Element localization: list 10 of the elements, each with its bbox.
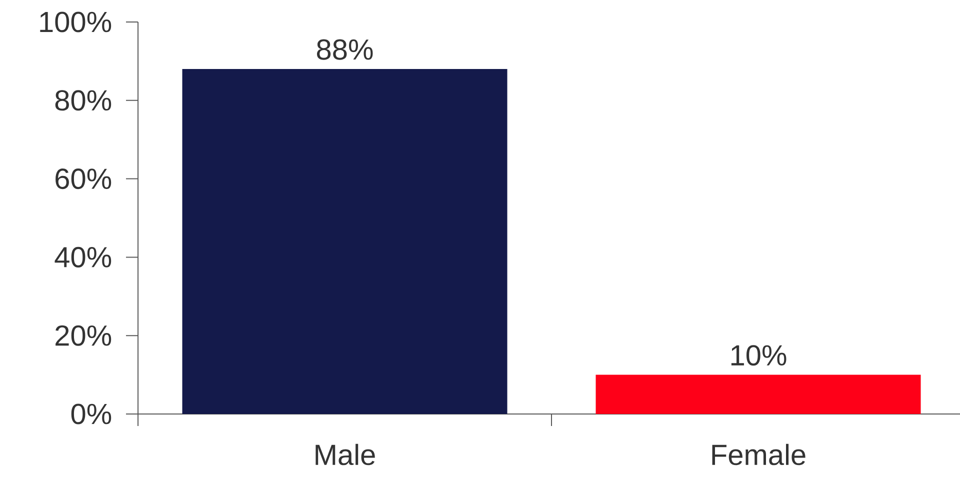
y-tick-label: 80% [55,90,112,111]
data-label: 88% [316,39,373,60]
y-tick-label: 40% [54,246,112,268]
x-tick-label: Male [316,444,375,466]
x-tick-label: Female [712,444,806,466]
data-label: 10% [731,345,786,366]
y-tick-label: 0% [71,404,112,424]
y-tick-label: 20% [56,325,112,346]
y-tick-label: 60% [56,168,112,190]
y-tick-label: 100% [40,12,112,32]
